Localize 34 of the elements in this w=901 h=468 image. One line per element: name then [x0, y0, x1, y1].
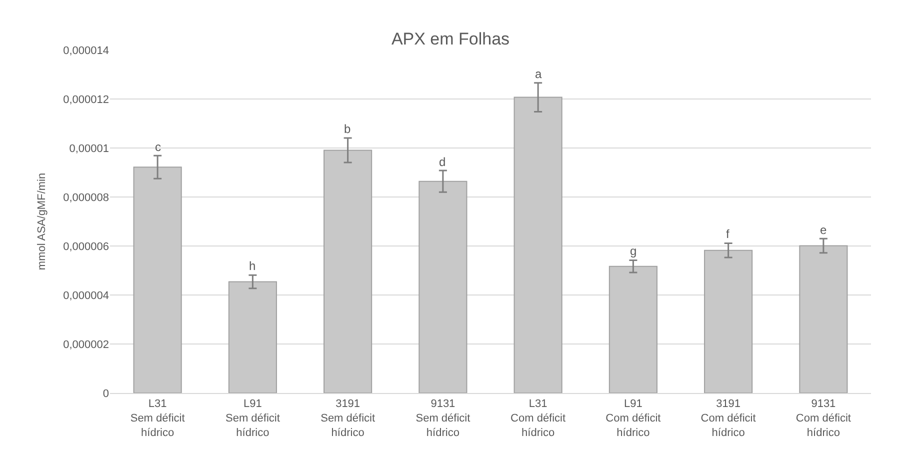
x-tick-label: L91 Sem déficit hídrico [225, 398, 280, 439]
annotation: g [630, 244, 637, 258]
y-tick-label: 0 [102, 388, 109, 400]
y-tick-label: 0,000008 [63, 192, 109, 204]
y-tick-label: 0,000006 [63, 240, 109, 253]
x-tick-label: L31 Com déficit hídrico [510, 398, 566, 439]
annotation: d [439, 155, 446, 169]
y-tick-label: 0,000014 [63, 44, 109, 57]
bar [704, 250, 753, 393]
annotation: f [726, 227, 730, 241]
x-tick-label: L91 Com déficit hídrico [606, 398, 661, 439]
bar [799, 245, 848, 393]
x-tick-label: 3191 Com déficit hídrico [700, 398, 756, 439]
chart-title: APX em Folhas [391, 30, 510, 49]
bar [514, 96, 562, 393]
annotation: h [249, 259, 256, 273]
x-tick-label: L31 Sem déficit hídrico [130, 398, 185, 439]
y-tick-label: 0,00001 [69, 142, 109, 155]
y-axis-title: mmol ASA/gMF/min [36, 172, 48, 270]
x-tick-label: 3191 Sem déficit hídrico [320, 398, 376, 439]
bar [324, 150, 372, 393]
x-tick-label: 9131 Sem déficit hídrico [416, 398, 470, 439]
annotation: a [535, 67, 542, 81]
y-tick-label: 0,000004 [63, 290, 109, 302]
annotation: c [155, 140, 161, 154]
bar [608, 266, 658, 393]
bar [418, 180, 468, 393]
annotation: e [820, 223, 827, 237]
bar [133, 166, 182, 393]
annotation: b [344, 122, 351, 136]
y-tick-label: 0,000012 [63, 94, 109, 106]
bar [228, 281, 277, 393]
y-tick-label: 0,000002 [63, 338, 109, 351]
x-tick-label: 9131 Com déficit hídrico [796, 398, 851, 439]
